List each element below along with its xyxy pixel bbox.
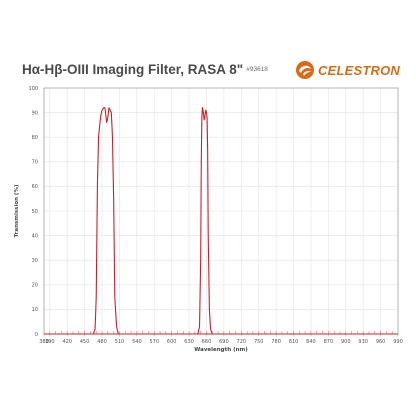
x-tick-label: 450 (80, 339, 90, 345)
x-tick-label: 900 (341, 339, 351, 345)
x-tick-label: 660 (202, 339, 212, 345)
transmission-band-1 (44, 107, 398, 335)
celestron-swirl-icon (296, 61, 315, 79)
x-tick-label: 630 (184, 339, 194, 345)
logo-text: CELESTRON (318, 62, 400, 78)
x-tick-label: 420 (62, 339, 72, 345)
y-tick-label: 70 (32, 160, 38, 166)
x-tick-label: 480 (97, 339, 107, 345)
y-axis-title: Transmission (%) (14, 184, 20, 237)
x-tick-label: 690 (219, 339, 229, 345)
y-tick-label: 30 (32, 258, 38, 264)
x-tick-label: 780 (271, 339, 281, 345)
y-tick-label: 100 (28, 86, 38, 92)
x-tick-label: 840 (306, 339, 316, 345)
x-tick-label: 960 (376, 339, 386, 345)
chart-header: Hα-Hβ-OIII Imaging Filter, RASA 8" #93618… (14, 54, 402, 90)
y-tick-label: 90 (32, 110, 38, 116)
x-tick-label: 870 (324, 339, 334, 345)
x-tick-label: 540 (132, 339, 142, 345)
transmission-band-2 (44, 107, 398, 335)
part-number: #93618 (246, 66, 268, 73)
x-tick-label: 390 (45, 339, 55, 345)
chart-title-text: Hα-Hβ-OIII Imaging Filter, RASA 8" (22, 62, 244, 77)
chart-title: Hα-Hβ-OIII Imaging Filter, RASA 8" #93618 (22, 62, 268, 77)
series-layer (44, 107, 398, 335)
x-tick-label: 750 (254, 339, 264, 345)
y-tick-label: 80 (32, 135, 38, 141)
y-tick-label: 20 (32, 283, 38, 289)
x-tick-label: 600 (167, 339, 177, 345)
brand-logo: CELESTRON (295, 58, 400, 82)
x-tick-label: 570 (149, 339, 159, 345)
y-tick-label: 60 (32, 184, 38, 190)
y-tick-label: 0 (35, 332, 38, 338)
y-tick-label: 10 (32, 307, 38, 313)
x-tick-label: 810 (289, 339, 299, 345)
y-tick-label: 40 (32, 233, 38, 239)
x-tick-label: 990 (393, 339, 403, 345)
x-axis-title: Wavelength (nm) (194, 347, 248, 353)
x-tick-label: 930 (358, 339, 368, 345)
y-tick-label: 50 (32, 209, 38, 215)
x-tick-label: 720 (237, 339, 247, 345)
x-tick-label: 510 (115, 339, 125, 345)
x-tick-label: 380 (39, 339, 49, 345)
